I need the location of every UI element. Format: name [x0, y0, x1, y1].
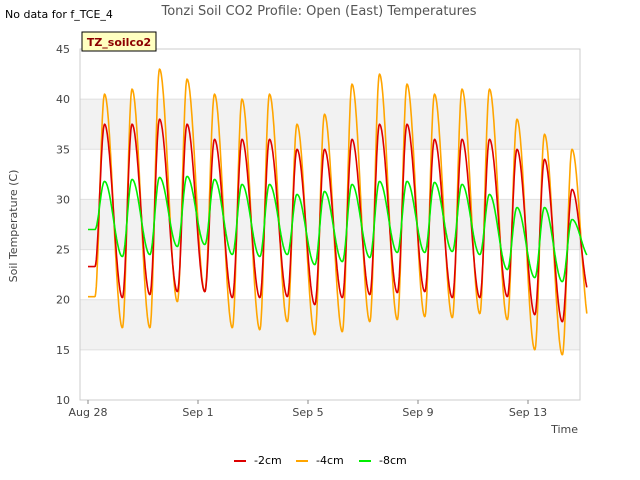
legend-label: -2cm	[254, 454, 282, 467]
grid-band	[80, 99, 580, 150]
x-tick-label: Sep 1	[182, 406, 213, 419]
legend-label: -8cm	[379, 454, 407, 467]
y-tick-label: 30	[56, 193, 70, 206]
legend-item: -8cm	[359, 454, 407, 467]
legend-item: -2cm	[234, 454, 282, 467]
chart-title: Tonzi Soil CO2 Profile: Open (East) Temp…	[160, 4, 476, 19]
x-axis-ticks: Aug 28 Sep 1 Sep 5 Sep 9 Sep 13	[69, 400, 547, 419]
x-axis-label: Time	[550, 423, 578, 436]
series-badge: TZ_soilco2	[81, 31, 157, 52]
x-tick-label: Sep 9	[402, 406, 433, 419]
badge-label: TZ_soilco2	[87, 36, 151, 49]
y-axis-label: Soil Temperature (C)	[7, 170, 20, 283]
legend: -2cm -4cm -8cm	[234, 454, 407, 467]
y-tick-label: 15	[56, 344, 70, 357]
grid-band	[80, 299, 580, 350]
y-tick-label: 25	[56, 244, 70, 257]
x-tick-label: Sep 5	[292, 406, 323, 419]
y-axis-ticks: 10 15 20 25 30 35 40 45	[56, 43, 70, 407]
x-tick-label: Sep 13	[509, 406, 547, 419]
y-tick-label: 10	[56, 394, 70, 407]
series-line-minus-8cm	[87, 175, 588, 283]
y-tick-label: 35	[56, 143, 70, 156]
series-line-minus-2cm	[87, 118, 588, 323]
legend-item: -4cm	[296, 454, 344, 467]
legend-label: -4cm	[316, 454, 344, 467]
y-tick-label: 45	[56, 43, 70, 56]
x-tick-label: Aug 28	[69, 406, 108, 419]
y-tick-label: 20	[56, 294, 70, 307]
y-tick-label: 40	[56, 93, 70, 106]
series-layer	[87, 68, 588, 356]
no-data-note: No data for f_TCE_4	[5, 8, 113, 21]
badge-box	[81, 31, 157, 52]
